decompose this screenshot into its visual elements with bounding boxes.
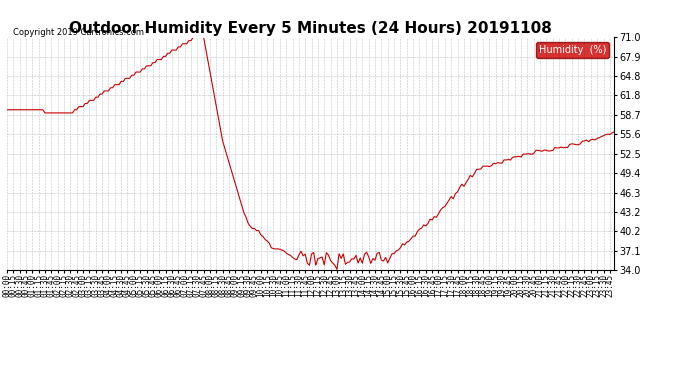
Legend: Humidity  (%): Humidity (%) — [536, 42, 609, 58]
Text: Copyright 2019 Cartronics.com: Copyright 2019 Cartronics.com — [13, 28, 144, 37]
Title: Outdoor Humidity Every 5 Minutes (24 Hours) 20191108: Outdoor Humidity Every 5 Minutes (24 Hou… — [69, 21, 552, 36]
